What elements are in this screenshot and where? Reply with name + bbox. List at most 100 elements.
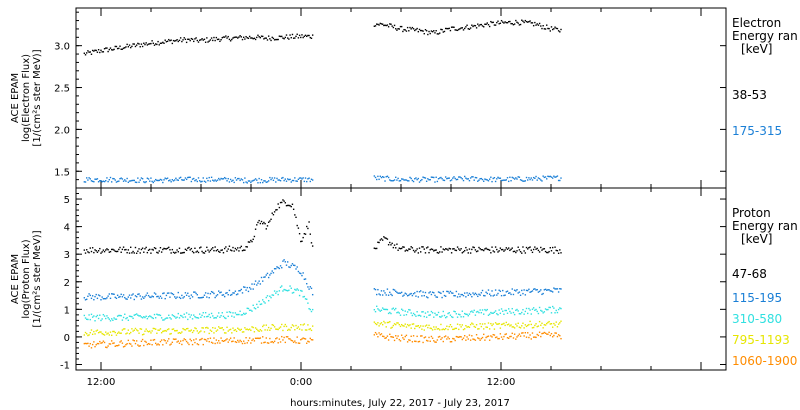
data-point-38-53 xyxy=(119,45,121,47)
data-point-175-315 xyxy=(530,177,532,179)
data-point-115-195 xyxy=(270,272,272,275)
data-point-1060-1900 xyxy=(191,343,194,346)
data-point-310-580 xyxy=(266,295,269,297)
data-point-795-1193 xyxy=(490,322,492,325)
data-point-115-195 xyxy=(94,295,96,298)
data-point-47-68 xyxy=(232,246,234,249)
data-point-115-195 xyxy=(160,297,163,299)
data-point-795-1193 xyxy=(130,331,132,334)
data-point-175-315 xyxy=(107,180,109,183)
data-point-38-53 xyxy=(278,35,281,37)
data-point-795-1193 xyxy=(481,323,484,325)
data-point-1060-1900 xyxy=(548,331,550,334)
data-point-115-195 xyxy=(176,296,178,298)
data-point-47-68 xyxy=(187,247,189,249)
data-point-1060-1900 xyxy=(168,338,170,340)
data-point-310-580 xyxy=(304,298,307,300)
data-point-38-53 xyxy=(297,37,300,39)
data-point-47-68 xyxy=(172,251,175,254)
data-point-47-68 xyxy=(147,249,150,251)
data-point-310-580 xyxy=(253,307,256,309)
data-point-175-315 xyxy=(395,176,397,179)
data-point-115-195 xyxy=(137,293,139,296)
data-point-1060-1900 xyxy=(442,340,444,343)
data-point-47-68 xyxy=(109,250,112,253)
data-point-795-1193 xyxy=(480,325,483,328)
data-point-175-315 xyxy=(251,180,253,182)
data-point-1060-1900 xyxy=(549,334,551,337)
data-point-175-315 xyxy=(522,180,524,182)
data-point-1060-1900 xyxy=(409,339,411,342)
data-point-795-1193 xyxy=(416,325,418,327)
data-point-175-315 xyxy=(390,179,392,182)
data-point-310-580 xyxy=(505,309,508,312)
data-point-47-68 xyxy=(102,249,105,251)
data-point-1060-1900 xyxy=(420,335,422,337)
data-point-310-580 xyxy=(302,296,304,298)
data-point-175-315 xyxy=(160,179,163,181)
data-point-175-315 xyxy=(196,180,199,183)
proton-ytick-label: 1 xyxy=(64,305,70,316)
data-point-175-315 xyxy=(263,180,265,182)
data-point-175-315 xyxy=(555,176,557,178)
data-point-38-53 xyxy=(262,35,264,38)
data-point-795-1193 xyxy=(242,331,245,333)
data-point-38-53 xyxy=(267,35,270,37)
data-point-115-195 xyxy=(397,292,399,294)
data-point-47-68 xyxy=(310,242,313,244)
data-point-175-315 xyxy=(503,179,505,181)
data-point-115-195 xyxy=(200,297,202,299)
data-point-1060-1900 xyxy=(162,344,164,346)
data-point-38-53 xyxy=(288,38,290,40)
data-point-38-53 xyxy=(285,34,288,36)
data-point-38-53 xyxy=(386,24,389,26)
data-point-310-580 xyxy=(460,316,462,318)
data-point-1060-1900 xyxy=(397,335,399,337)
data-point-1060-1900 xyxy=(509,335,511,338)
data-point-795-1193 xyxy=(93,330,95,333)
data-point-310-580 xyxy=(228,311,231,313)
data-point-38-53 xyxy=(206,37,208,39)
data-point-38-53 xyxy=(221,36,223,39)
data-point-175-315 xyxy=(269,176,271,179)
data-point-1060-1900 xyxy=(126,343,128,345)
data-point-795-1193 xyxy=(509,325,511,327)
data-point-38-53 xyxy=(202,39,204,41)
data-point-795-1193 xyxy=(403,325,405,327)
data-point-310-580 xyxy=(170,318,172,320)
data-point-795-1193 xyxy=(474,326,477,328)
data-point-38-53 xyxy=(175,39,177,42)
data-point-310-580 xyxy=(231,315,233,317)
data-point-795-1193 xyxy=(304,329,307,331)
data-point-38-53 xyxy=(467,28,469,30)
data-point-310-580 xyxy=(395,307,397,310)
data-point-310-580 xyxy=(202,312,204,314)
data-point-115-195 xyxy=(474,292,477,295)
data-point-47-68 xyxy=(537,249,540,252)
data-point-1060-1900 xyxy=(406,341,409,343)
data-point-310-580 xyxy=(444,316,447,319)
data-point-1060-1900 xyxy=(300,339,302,341)
data-point-115-195 xyxy=(175,297,177,300)
data-point-795-1193 xyxy=(542,327,544,329)
data-point-1060-1900 xyxy=(430,335,433,338)
data-point-310-580 xyxy=(210,312,213,315)
data-point-115-195 xyxy=(473,293,475,296)
data-point-1060-1900 xyxy=(449,341,452,343)
data-point-175-315 xyxy=(116,180,119,183)
data-point-310-580 xyxy=(159,314,162,317)
data-point-310-580 xyxy=(193,314,195,316)
data-point-115-195 xyxy=(428,292,430,294)
data-point-115-195 xyxy=(380,290,383,292)
data-point-310-580 xyxy=(487,314,490,316)
data-point-1060-1900 xyxy=(242,340,245,342)
data-point-1060-1900 xyxy=(272,341,275,344)
data-point-1060-1900 xyxy=(178,342,181,344)
data-point-1060-1900 xyxy=(115,344,118,347)
data-point-47-68 xyxy=(228,245,231,247)
data-point-795-1193 xyxy=(96,329,99,331)
data-point-115-195 xyxy=(392,288,395,291)
data-point-175-315 xyxy=(164,177,166,179)
data-point-175-315 xyxy=(109,176,112,179)
data-point-47-68 xyxy=(518,249,521,251)
